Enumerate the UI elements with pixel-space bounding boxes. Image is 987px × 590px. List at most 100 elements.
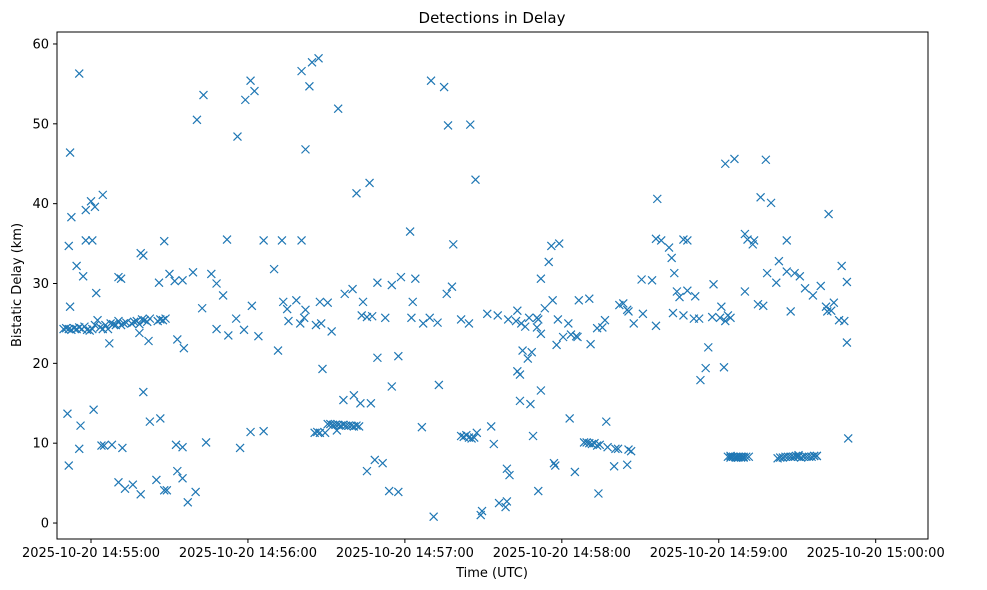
data-point [191, 487, 201, 497]
data-point [212, 324, 221, 334]
data-point [355, 398, 365, 408]
data-point [61, 323, 71, 333]
data-point [222, 235, 232, 245]
y-axis-label: Bistatic Delay (km) [10, 223, 25, 347]
data-point [786, 307, 796, 316]
data-point [134, 328, 144, 338]
data-point [165, 269, 174, 279]
x-tick-label: 2025-10-20 14:59:00 [650, 546, 788, 561]
data-point [546, 241, 556, 251]
data-point [108, 319, 118, 329]
data-point [647, 275, 657, 285]
data-point [74, 69, 84, 78]
data-point [756, 192, 766, 202]
y-tick-label: 30 [32, 277, 49, 292]
data-point [448, 239, 458, 249]
data-point [233, 132, 242, 142]
data-point [766, 198, 776, 208]
data-point [235, 443, 245, 453]
data-point [87, 324, 97, 334]
data-point [782, 235, 792, 245]
data-point [679, 311, 688, 320]
data-point [357, 311, 367, 320]
data-point [812, 451, 822, 461]
data-point [651, 321, 661, 331]
data-point [528, 431, 538, 441]
data-point [758, 301, 768, 311]
data-point [104, 338, 114, 348]
data-point [736, 452, 746, 462]
data-point [515, 370, 525, 379]
data-point [172, 334, 182, 344]
data-point [138, 251, 148, 260]
data-point [443, 120, 453, 130]
data-point [548, 295, 558, 305]
data-point [354, 421, 364, 431]
data-point [672, 287, 682, 296]
data-point [284, 316, 293, 326]
data-point [301, 305, 310, 315]
data-point [762, 268, 772, 278]
data-point [786, 452, 796, 462]
data-point [155, 414, 165, 423]
data-point [553, 315, 563, 324]
data-point [98, 190, 108, 200]
data-point [439, 82, 449, 92]
data-point [469, 433, 479, 443]
data-point [161, 314, 170, 324]
data-point [694, 314, 704, 324]
data-point [651, 234, 661, 244]
data-point [720, 316, 730, 326]
data-point [476, 510, 486, 520]
data-point [138, 387, 148, 397]
data-point [800, 283, 810, 293]
data-point [839, 316, 849, 326]
data-point [682, 286, 692, 296]
data-point [128, 480, 138, 490]
data-point [532, 313, 542, 323]
data-point [137, 315, 147, 324]
data-point [790, 268, 800, 278]
data-point [518, 346, 528, 355]
data-point [81, 205, 91, 215]
data-point [668, 308, 678, 318]
data-point [471, 175, 480, 185]
data-point [172, 466, 182, 476]
data-point [433, 318, 442, 328]
data-point [609, 461, 619, 471]
data-point [426, 76, 436, 86]
data-point [246, 76, 255, 86]
data-point [652, 194, 662, 204]
data-point [595, 440, 605, 450]
data-point [720, 159, 730, 169]
data-point [552, 340, 562, 350]
data-point [664, 243, 674, 252]
data-point [349, 390, 359, 400]
data-point [100, 320, 110, 330]
y-tick-label: 40 [32, 197, 49, 212]
data-point [442, 289, 452, 299]
data-point [87, 235, 97, 245]
data-point [418, 319, 428, 328]
data-point [489, 439, 499, 449]
data-point [144, 336, 153, 346]
data-point [502, 497, 512, 506]
y-axis: 0 10 20 30 40 50 60 [32, 37, 57, 532]
data-point [259, 235, 269, 245]
x-tick-label: 2025-10-20 14:57:00 [336, 546, 474, 561]
data-point [826, 306, 836, 316]
data-point [311, 320, 321, 330]
data-point [81, 235, 91, 245]
data-point [358, 297, 368, 307]
data-point [464, 319, 474, 328]
data-point [601, 417, 611, 427]
data-point [696, 375, 705, 385]
data-point [114, 272, 123, 282]
data-point [703, 342, 713, 352]
data-point [315, 297, 325, 307]
data-point [719, 362, 729, 372]
data-point [134, 319, 144, 329]
data-point [523, 354, 533, 363]
data-point [332, 425, 342, 435]
data-point [771, 278, 781, 288]
